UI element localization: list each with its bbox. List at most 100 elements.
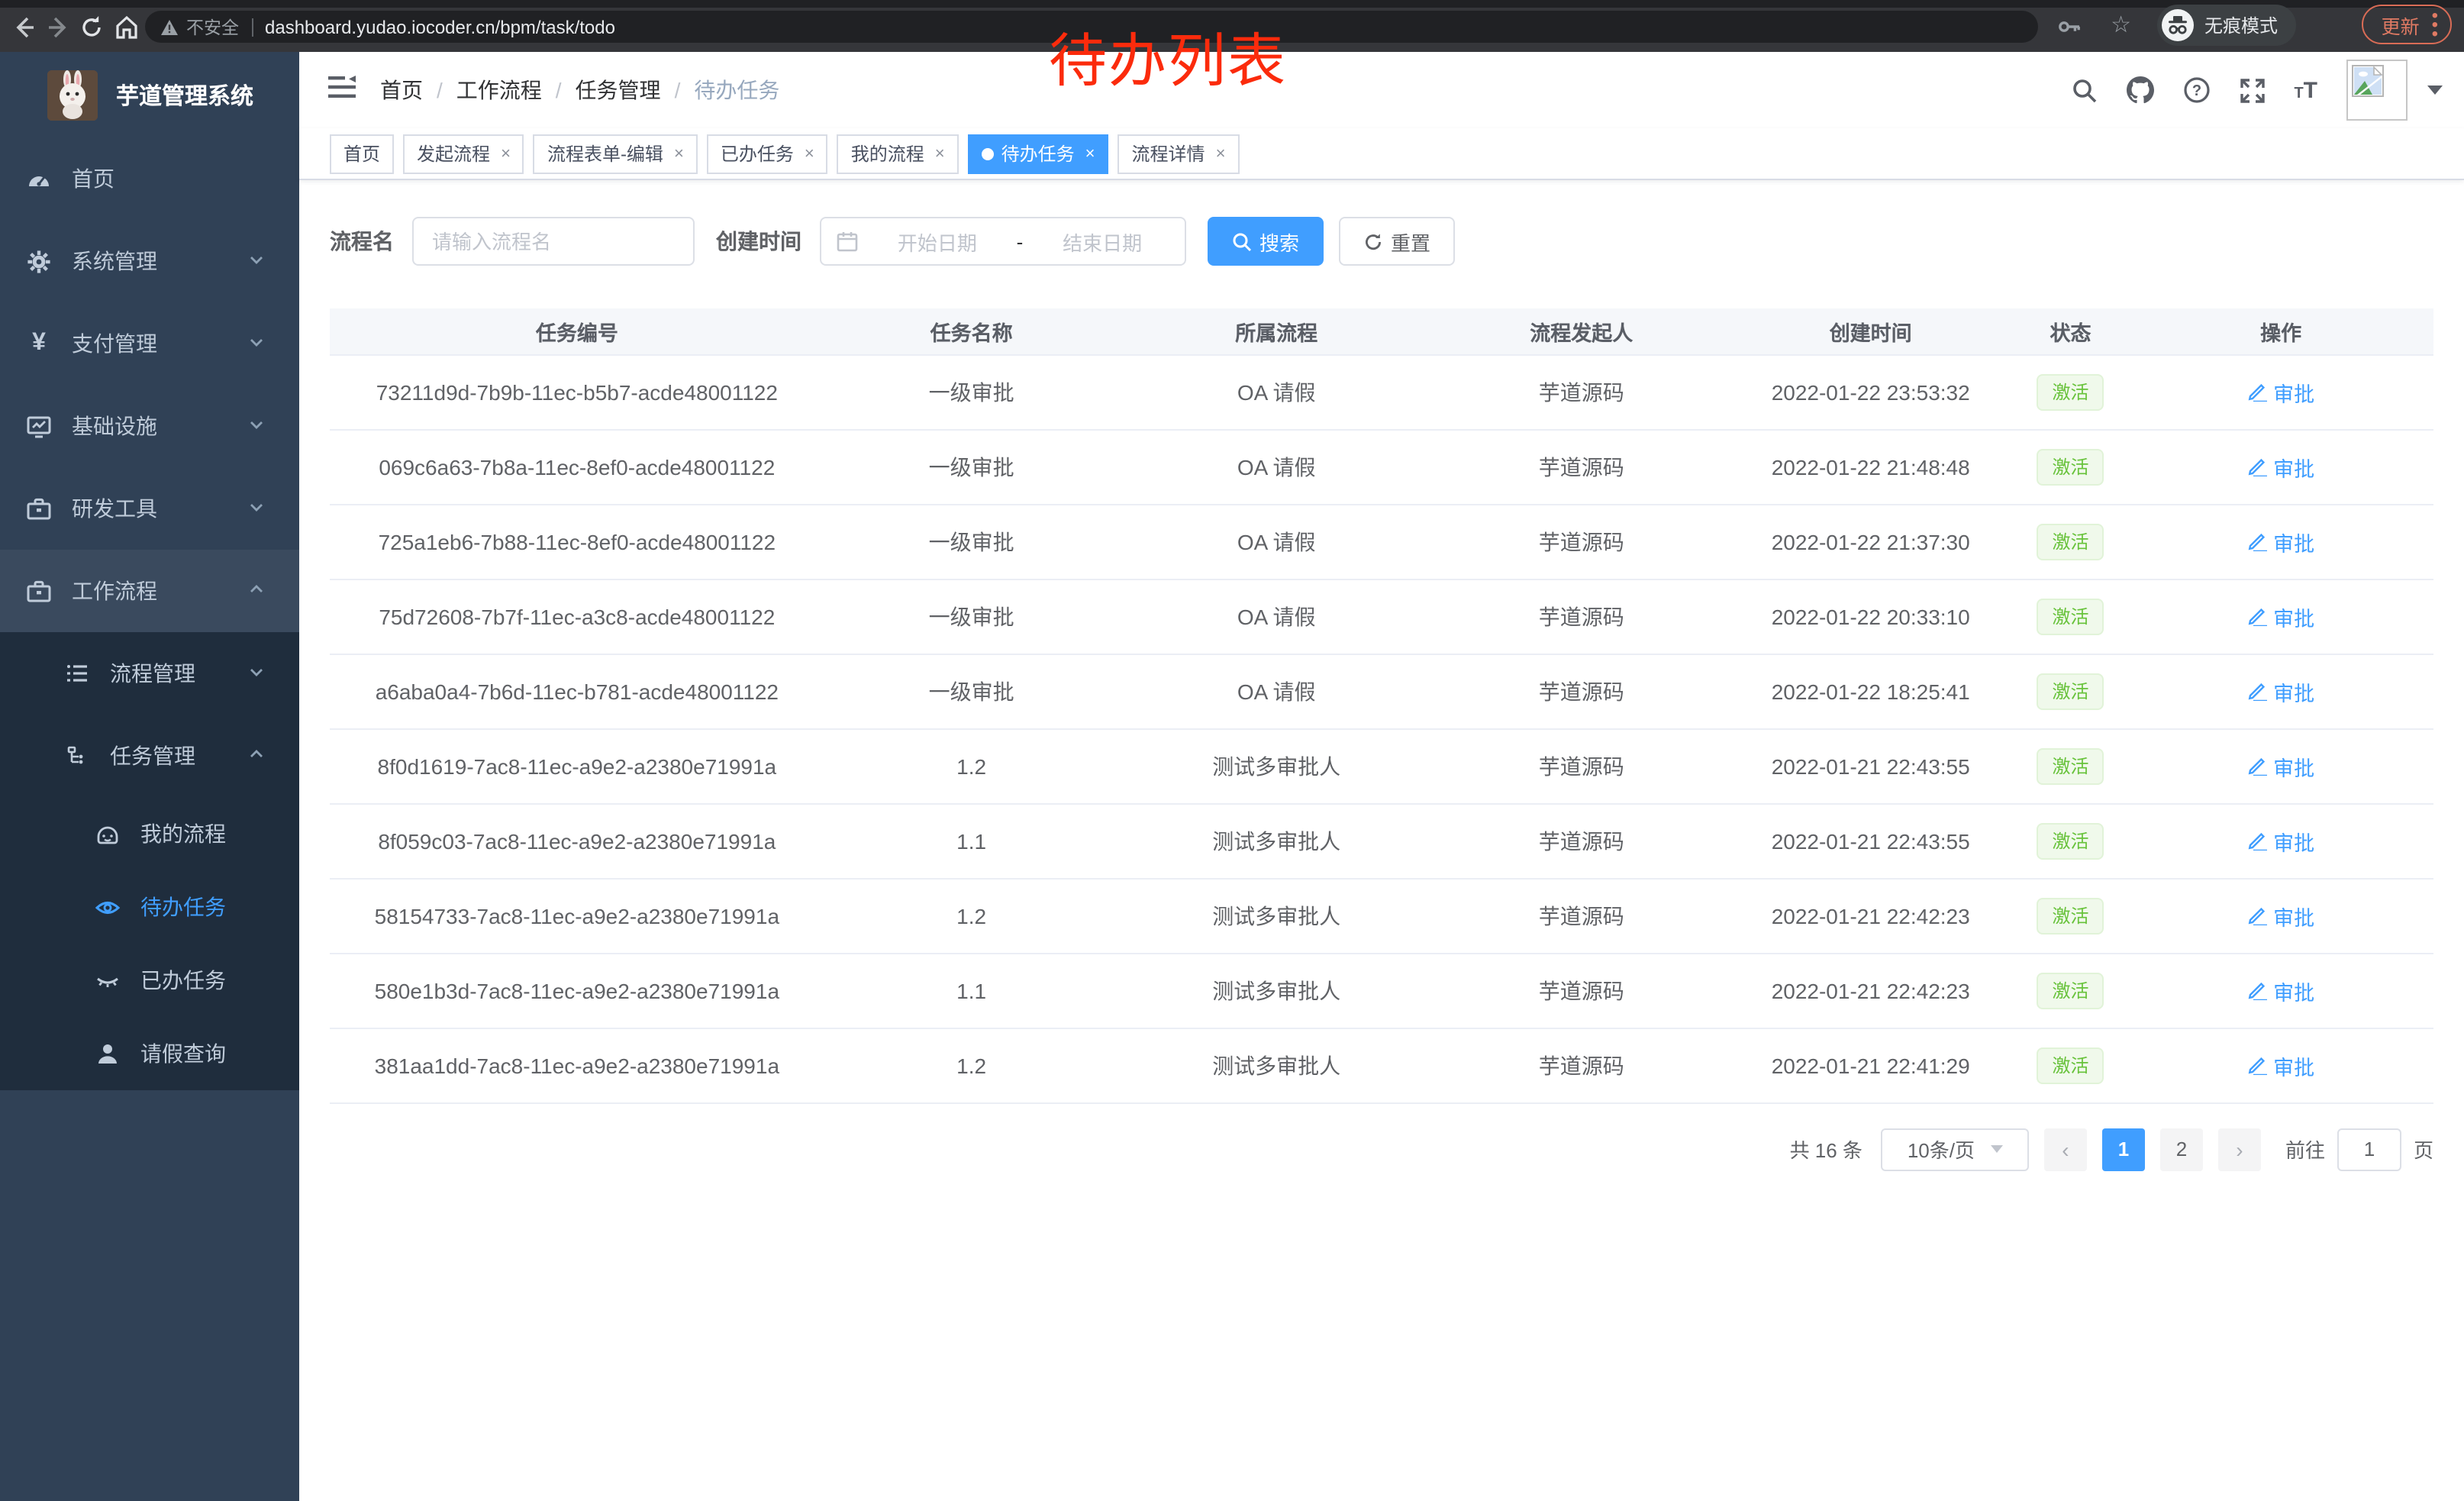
- cell-task-id: 75d72608-7b7f-11ec-a3c8-acde48001122: [330, 579, 824, 654]
- reset-button[interactable]: 重置: [1339, 217, 1456, 266]
- sidebar-item-label: 系统管理: [72, 249, 157, 273]
- cell-action: 审批: [2128, 354, 2433, 430]
- avatar-dropdown-caret-icon[interactable]: [2427, 86, 2443, 95]
- approve-link[interactable]: 审批: [2247, 376, 2314, 407]
- close-icon[interactable]: ×: [1215, 144, 1226, 163]
- browser-menu-dots-icon[interactable]: • • •: [2431, 5, 2438, 44]
- cell-process: OA 请假: [1118, 354, 1434, 430]
- github-icon[interactable]: [2126, 76, 2154, 104]
- tab-todo-tasks[interactable]: 待办任务 ×: [967, 134, 1109, 173]
- chevron-up-icon: [247, 579, 266, 603]
- sidebar-item-task-management[interactable]: 任务管理: [0, 715, 299, 797]
- table-row: 8f0d1619-7ac8-11ec-a9e2-a2380e71991a 1.2…: [330, 728, 2433, 804]
- table-row: 069c6a63-7b8a-11ec-8ef0-acde48001122 一级审…: [330, 429, 2433, 505]
- approve-link[interactable]: 审批: [2247, 526, 2314, 557]
- page-button-1[interactable]: 1: [2101, 1128, 2145, 1170]
- browser-forward-icon[interactable]: [44, 14, 72, 41]
- browser-back-icon[interactable]: [11, 14, 38, 41]
- approve-link[interactable]: 审批: [2247, 750, 2314, 781]
- search-icon[interactable]: [2071, 77, 2097, 103]
- search-button[interactable]: 搜索: [1208, 217, 1324, 266]
- sidebar-item-done-tasks[interactable]: 已办任务: [0, 944, 299, 1017]
- browser-reload-icon[interactable]: [78, 14, 105, 41]
- next-page-button[interactable]: ›: [2217, 1128, 2261, 1170]
- header-starter: 流程发起人: [1434, 308, 1729, 355]
- prev-page-button[interactable]: ‹: [2043, 1128, 2087, 1170]
- sidebar-item-todo-tasks[interactable]: 待办任务: [0, 870, 299, 944]
- cell-process: OA 请假: [1118, 504, 1434, 579]
- user-avatar[interactable]: [2346, 60, 2408, 121]
- sidebar-item-process-management[interactable]: 流程管理: [0, 632, 299, 715]
- sidebar-item-home[interactable]: 首页: [0, 137, 299, 220]
- tags-view: 首页 发起流程 × 流程表单-编辑 × 已办任务 × 我的流程 × 待办任务 × 流程详情…: [299, 128, 2464, 180]
- tab-label: 流程表单-编辑: [547, 144, 663, 165]
- tab-home[interactable]: 首页: [330, 134, 395, 173]
- browser-home-icon[interactable]: [113, 14, 140, 41]
- cell-task-id: 580e1b3d-7ac8-11ec-a9e2-a2380e71991a: [330, 953, 824, 1028]
- close-icon[interactable]: ×: [934, 144, 945, 163]
- approve-link[interactable]: 审批: [2247, 601, 2314, 631]
- help-icon[interactable]: ?: [2182, 76, 2210, 104]
- approve-link[interactable]: 审批: [2247, 1050, 2314, 1080]
- breadcrumb-task-management[interactable]: 任务管理: [575, 78, 661, 102]
- eye-closed-icon: [95, 967, 121, 993]
- approve-link[interactable]: 审批: [2247, 451, 2314, 482]
- date-range-picker[interactable]: 开始日期 - 结束日期: [820, 217, 1186, 266]
- create-time-label: 创建时间: [716, 229, 801, 253]
- edit-pencil-icon: [2248, 757, 2268, 776]
- approve-link[interactable]: 审批: [2247, 900, 2314, 931]
- tab-start-process[interactable]: 发起流程 ×: [403, 134, 524, 173]
- cell-task-id: a6aba0a4-7b6d-11ec-b781-acde48001122: [330, 654, 824, 729]
- sidebar-item-system-management[interactable]: 系统管理: [0, 220, 299, 302]
- approve-link[interactable]: 审批: [2247, 975, 2314, 1006]
- close-icon[interactable]: ×: [673, 144, 684, 163]
- browser-update-button[interactable]: 更新 • • •: [2361, 5, 2452, 44]
- process-name-input[interactable]: [412, 217, 695, 266]
- sidebar-item-payment-management[interactable]: ¥ 支付管理: [0, 302, 299, 385]
- goto-page-input[interactable]: [2337, 1128, 2401, 1170]
- cell-created-at: 2022-01-21 22:43:55: [1728, 728, 2013, 804]
- password-key-icon[interactable]: [2056, 14, 2082, 40]
- sidebar-logo[interactable]: 芋道管理系统: [0, 52, 299, 137]
- tab-process-form-edit[interactable]: 流程表单-编辑 ×: [533, 134, 698, 173]
- page-button-2[interactable]: 2: [2159, 1128, 2203, 1170]
- sidebar-item-workflow[interactable]: 工作流程: [0, 550, 299, 632]
- breadcrumb-home[interactable]: 首页: [380, 78, 423, 102]
- yen-icon: ¥: [32, 330, 46, 356]
- table-row: 75d72608-7b7f-11ec-a3c8-acde48001122 一级审…: [330, 579, 2433, 654]
- fullscreen-icon[interactable]: [2239, 77, 2265, 103]
- update-label[interactable]: 更新: [2381, 16, 2420, 37]
- sidebar-item-infrastructure[interactable]: 基础设施: [0, 385, 299, 467]
- incognito-badge: 无痕模式: [2156, 5, 2296, 46]
- close-icon[interactable]: ×: [1085, 144, 1095, 163]
- cell-process: 测试多审批人: [1118, 953, 1434, 1028]
- tab-process-detail[interactable]: 流程详情 ×: [1118, 134, 1240, 173]
- edit-pencil-icon: [2248, 832, 2268, 851]
- breadcrumb-workflow[interactable]: 工作流程: [456, 78, 542, 102]
- approve-link[interactable]: 审批: [2247, 825, 2314, 856]
- cell-created-at: 2022-01-22 18:25:41: [1728, 654, 2013, 729]
- cell-starter: 芋道源码: [1434, 728, 1729, 804]
- sidebar-item-leave-query[interactable]: 请假查询: [0, 1017, 299, 1090]
- close-icon[interactable]: ×: [501, 144, 511, 163]
- approve-link[interactable]: 审批: [2247, 676, 2314, 706]
- close-icon[interactable]: ×: [804, 144, 814, 163]
- security-warning[interactable]: 不安全: [160, 15, 239, 39]
- tab-my-process[interactable]: 我的流程 ×: [837, 134, 959, 173]
- end-date-placeholder[interactable]: 结束日期: [1063, 231, 1143, 254]
- tab-done-tasks[interactable]: 已办任务 ×: [706, 134, 828, 173]
- status-badge: 激活: [2037, 822, 2104, 859]
- sidebar-item-dev-tools[interactable]: 研发工具: [0, 467, 299, 550]
- font-size-icon[interactable]: TT: [2294, 77, 2317, 103]
- page-size-select[interactable]: 10条/页: [1880, 1128, 2029, 1170]
- start-date-placeholder[interactable]: 开始日期: [897, 231, 977, 254]
- browser-urlbar[interactable]: 不安全 dashboard.yudao.iocoder.cn/bpm/task/…: [145, 11, 2038, 43]
- svg-text:?: ?: [2191, 82, 2201, 99]
- approve-label: 审批: [2273, 607, 2315, 630]
- bookmark-star-icon[interactable]: ☆: [2111, 12, 2131, 38]
- sidebar-item-my-process[interactable]: 我的流程: [0, 797, 299, 870]
- sidebar-toggle-icon[interactable]: [299, 74, 356, 106]
- cell-task-id: 8f0d1619-7ac8-11ec-a9e2-a2380e71991a: [330, 728, 824, 804]
- cell-starter: 芋道源码: [1434, 878, 1729, 954]
- status-badge: 激活: [2037, 897, 2104, 934]
